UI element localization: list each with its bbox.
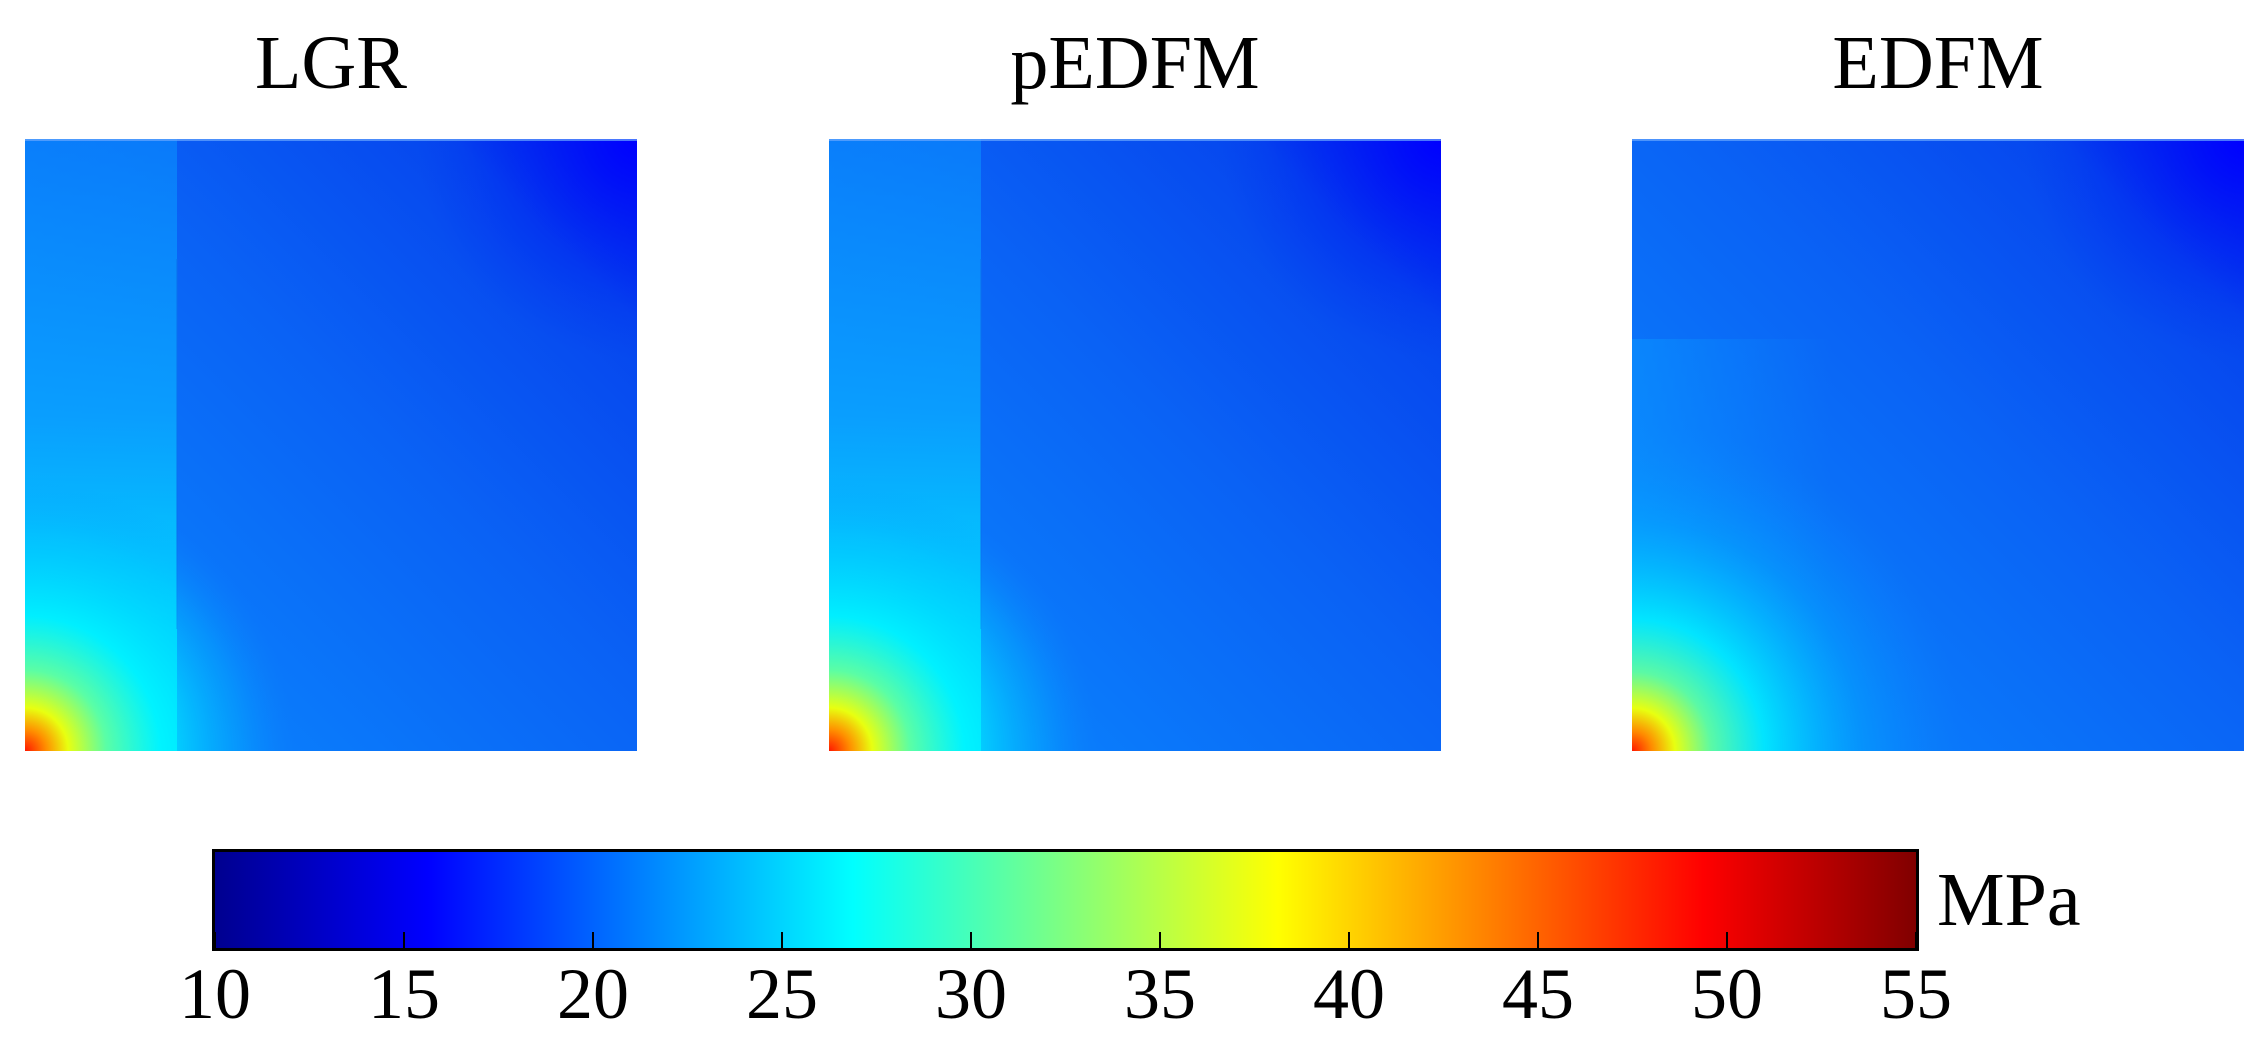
- heatmap-svg: [829, 139, 1441, 751]
- panel-title-edfm: EDFM: [1832, 21, 2044, 105]
- colorbar-tick-label: 25: [746, 954, 818, 1034]
- colorbar-tick-mark: [592, 932, 594, 948]
- colorbar-tick-mark: [781, 932, 783, 948]
- colorbar-tick-mark: [970, 932, 972, 948]
- colorbar-tick-mark: [214, 932, 216, 948]
- colorbar-tick-label: 20: [557, 954, 629, 1034]
- heatmap-svg: [25, 139, 637, 751]
- colorbar-tick-mark: [1348, 932, 1350, 948]
- heatmap-svg: [1632, 139, 2244, 751]
- colorbar-tick-mark: [1159, 932, 1161, 948]
- panel-title-lgr: LGR: [255, 21, 407, 105]
- colorbar-tick-label: 50: [1691, 954, 1763, 1034]
- colorbar-tick-mark: [1915, 932, 1917, 948]
- colorbar-tick-label: 30: [935, 954, 1007, 1034]
- colorbar-tick-mark: [1726, 932, 1728, 948]
- colorbar-unit-label: MPa: [1937, 858, 2081, 942]
- colorbar-tick-label: 55: [1880, 954, 1952, 1034]
- heatmap-high-corner: [1632, 139, 2244, 751]
- heatmap-panel-pedfm: [829, 139, 1441, 751]
- colorbar-tick-label: 35: [1124, 954, 1196, 1034]
- colorbar-tick-mark: [403, 932, 405, 948]
- heatmap-panel-edfm: [1632, 139, 2244, 751]
- panel-title-pedfm: pEDFM: [1010, 21, 1260, 105]
- colorbar-tick-label: 15: [368, 954, 440, 1034]
- colorbar: [212, 849, 1919, 951]
- heatmap-high-corner: [829, 139, 1441, 751]
- colorbar-tick-label: 10: [179, 954, 251, 1034]
- heatmap-high-corner: [25, 139, 637, 751]
- colorbar-tick-label: 40: [1313, 954, 1385, 1034]
- colorbar-tick-label: 45: [1502, 954, 1574, 1034]
- heatmap-panel-lgr: [25, 139, 637, 751]
- colorbar-tick-mark: [1537, 932, 1539, 948]
